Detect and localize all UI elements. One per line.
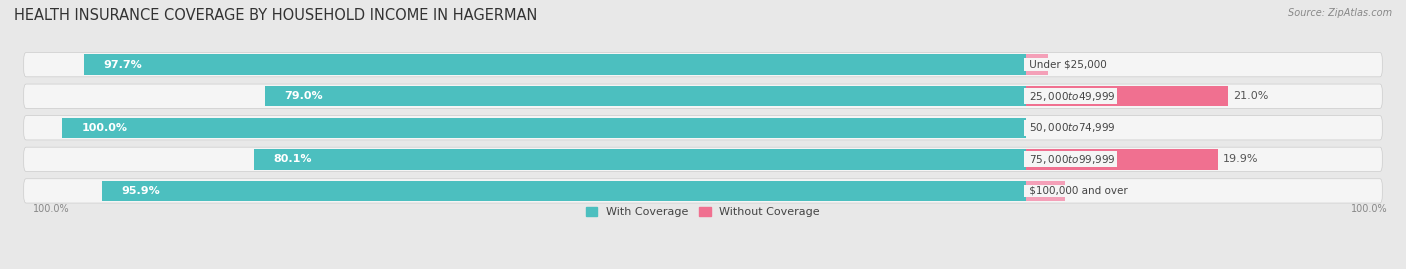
Text: 4.1%: 4.1% (1070, 186, 1098, 196)
FancyBboxPatch shape (24, 147, 1382, 171)
FancyBboxPatch shape (24, 84, 1382, 108)
Text: HEALTH INSURANCE COVERAGE BY HOUSEHOLD INCOME IN HAGERMAN: HEALTH INSURANCE COVERAGE BY HOUSEHOLD I… (14, 8, 537, 23)
Text: 2.3%: 2.3% (1053, 60, 1081, 70)
Bar (264, 86, 1026, 107)
Bar (1026, 149, 1218, 169)
FancyBboxPatch shape (24, 116, 1382, 140)
Bar (1026, 180, 1066, 201)
Legend: With Coverage, Without Coverage: With Coverage, Without Coverage (586, 207, 820, 217)
Text: 100.0%: 100.0% (1351, 204, 1388, 214)
Bar (101, 180, 1026, 201)
Text: Source: ZipAtlas.com: Source: ZipAtlas.com (1288, 8, 1392, 18)
Bar (62, 118, 1026, 138)
Text: $25,000 to $49,999: $25,000 to $49,999 (1026, 90, 1116, 103)
Text: 79.0%: 79.0% (284, 91, 322, 101)
Bar (1026, 54, 1047, 75)
Text: $100,000 and over: $100,000 and over (1026, 186, 1130, 196)
Text: 100.0%: 100.0% (34, 204, 70, 214)
Text: $50,000 to $74,999: $50,000 to $74,999 (1026, 121, 1116, 134)
Text: 97.7%: 97.7% (104, 60, 142, 70)
Text: $75,000 to $99,999: $75,000 to $99,999 (1026, 153, 1116, 166)
Text: 100.0%: 100.0% (82, 123, 128, 133)
FancyBboxPatch shape (24, 52, 1382, 77)
Bar (84, 54, 1026, 75)
Text: 19.9%: 19.9% (1222, 154, 1258, 164)
Text: 95.9%: 95.9% (121, 186, 160, 196)
Text: 80.1%: 80.1% (273, 154, 312, 164)
Text: 0.0%: 0.0% (1050, 123, 1078, 133)
Bar (254, 149, 1026, 169)
Bar (1026, 86, 1227, 107)
Text: 21.0%: 21.0% (1233, 91, 1268, 101)
Text: Under $25,000: Under $25,000 (1026, 60, 1109, 70)
FancyBboxPatch shape (24, 179, 1382, 203)
